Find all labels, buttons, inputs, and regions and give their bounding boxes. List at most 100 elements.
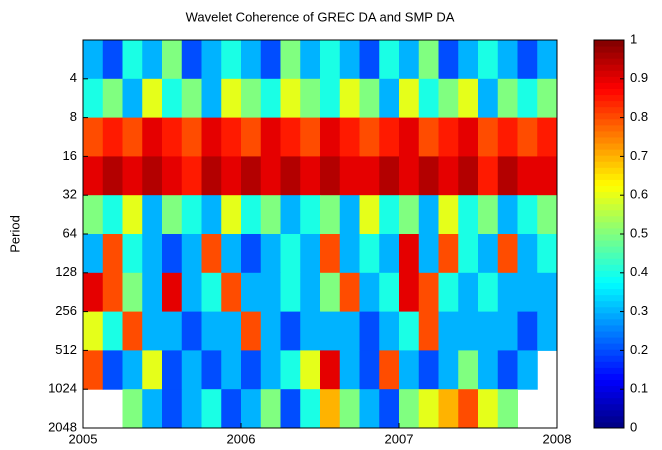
colorbar-swatch [594, 227, 624, 235]
heatmap-cell [478, 156, 499, 196]
heatmap-cell [320, 117, 341, 157]
colorbar-tick-label: 0.2 [630, 342, 648, 357]
heatmap-cell [458, 195, 479, 235]
heatmap-cell [122, 272, 143, 313]
colorbar-swatch [594, 349, 624, 356]
heatmap-cell [458, 117, 479, 157]
heatmap-cell [142, 156, 163, 196]
heatmap-cell [201, 234, 222, 274]
heatmap-cell [300, 156, 321, 196]
heatmap-cell [339, 272, 360, 313]
colorbar-swatch [594, 197, 624, 205]
chart-title: Wavelet Coherence of GREC DA and SMP DA [186, 9, 455, 24]
heatmap-cell [162, 272, 183, 313]
heatmap-cell [221, 272, 242, 313]
heatmap-cell [537, 272, 558, 313]
y-tick-label: 512 [55, 342, 77, 357]
colorbar-swatch [594, 118, 624, 126]
heatmap-cell [83, 156, 104, 196]
heatmap-cell [438, 234, 459, 274]
heatmap-cell [300, 195, 321, 235]
heatmap-cell [497, 311, 518, 351]
heatmap-cell [537, 156, 558, 196]
colorbar-swatch [594, 88, 624, 96]
heatmap-cell [320, 272, 341, 313]
heatmap-cell [122, 195, 143, 235]
heatmap-cell [122, 156, 143, 196]
heatmap-cell [418, 40, 439, 80]
colorbar-tick-label: 0.5 [630, 225, 648, 240]
colorbar-swatch [594, 379, 624, 387]
heatmap-cell [260, 272, 281, 313]
heatmap-cell [478, 195, 499, 235]
heatmap-cell [142, 117, 163, 157]
colorbar-tick-label: 0.6 [630, 187, 648, 202]
heatmap-cell [162, 156, 183, 196]
heatmap-cell [478, 234, 499, 274]
heatmap-cell [399, 350, 420, 390]
heatmap-cell [320, 78, 341, 119]
heatmap-cell [102, 78, 123, 119]
colorbar-swatch [594, 403, 624, 411]
colorbar-tick-label: 0.4 [630, 264, 648, 279]
heatmap-cell [517, 234, 538, 274]
colorbar-swatch [594, 306, 624, 314]
colorbar-swatch [594, 409, 624, 417]
heatmap-cell [280, 350, 301, 390]
heatmap-cell [221, 117, 242, 157]
colorbar-swatch [594, 100, 624, 108]
heatmap-cell [241, 350, 262, 390]
colorbar-swatch [594, 367, 624, 374]
y-tick-label: 32 [63, 187, 77, 202]
heatmap-cell [399, 40, 420, 80]
heatmap-cell [399, 78, 420, 119]
heatmap-cell [221, 156, 242, 196]
heatmap-cell [280, 234, 301, 274]
heatmap-cell [478, 311, 499, 351]
heatmap-cell [201, 40, 222, 80]
colorbar-swatch [594, 94, 624, 102]
colorbar-tick-label: 0.9 [630, 70, 648, 85]
heatmap-cell [102, 272, 123, 313]
heatmap-cell [320, 350, 341, 390]
heatmap-cell [162, 350, 183, 390]
x-tick-label: 2006 [227, 431, 256, 446]
colorbar-tick-label: 0.1 [630, 381, 648, 396]
colorbar-tick-label: 0.7 [630, 148, 648, 163]
colorbar-swatch [594, 324, 624, 332]
heatmap-cell [162, 234, 183, 274]
heatmap-cell [497, 234, 518, 274]
colorbar-swatch [594, 70, 624, 77]
heatmap-cell [221, 40, 242, 80]
heatmap-cell [181, 234, 202, 274]
colorbar-swatch [594, 149, 624, 156]
colorbar-swatch [594, 318, 624, 326]
heatmap-cell [517, 350, 538, 390]
heatmap-cell [300, 234, 321, 274]
heatmap-cell [181, 40, 202, 80]
heatmap-cell [478, 40, 499, 80]
heatmap-cell [359, 195, 380, 235]
heatmap-cell [517, 272, 538, 313]
colorbar-swatch [594, 331, 624, 338]
colorbar-swatch [594, 209, 624, 217]
heatmap-cell [399, 117, 420, 157]
heatmap-cell [201, 117, 222, 157]
heatmap-cell [280, 40, 301, 80]
heatmap-cell [162, 195, 183, 235]
heatmap-cell [300, 311, 321, 351]
heatmap-cell [142, 272, 163, 313]
heatmap-cell [83, 78, 104, 119]
colorbar-swatch [594, 40, 624, 47]
y-axis-label: Period [7, 215, 22, 253]
heatmap-cell [201, 311, 222, 351]
heatmap-cell [280, 117, 301, 157]
heatmap-cell [339, 117, 360, 157]
y-tick-label: 1024 [48, 381, 77, 396]
heatmap-cell [339, 195, 360, 235]
heatmap-cell [359, 311, 380, 351]
y-tick-label: 8 [70, 109, 77, 124]
colorbar-swatch [594, 106, 624, 114]
heatmap-cell [102, 311, 123, 351]
heatmap-cell [339, 350, 360, 390]
